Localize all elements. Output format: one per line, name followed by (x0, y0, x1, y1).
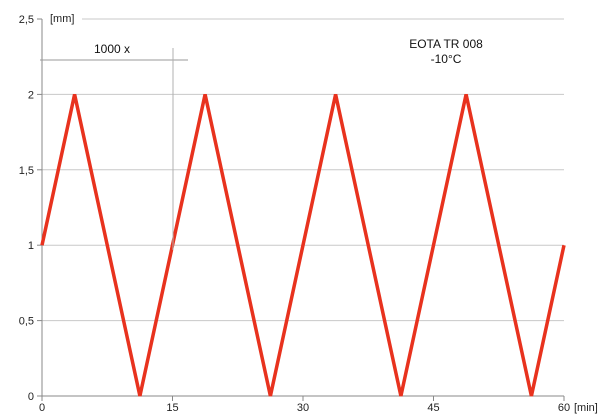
y-tick-label: 2 (28, 89, 34, 101)
grid-lines (42, 18, 564, 322)
axes (37, 18, 565, 401)
y-axis-unit-label: [mm] (50, 13, 74, 25)
y-tick-label: 0,5 (19, 316, 34, 328)
x-tick-label: 45 (427, 402, 439, 414)
scale-annotation-text: 1000 x (94, 42, 130, 56)
scale-annotation: 1000 x (40, 42, 188, 250)
x-tick-label: 60 (558, 402, 570, 414)
tick-labels: 0 0,5 1 1,5 2 2,5 0 15 30 45 60 (19, 14, 570, 414)
test-condition-annotation: EOTA TR 008 -10°C (409, 37, 483, 66)
x-axis-unit-label: [min] (574, 402, 598, 414)
y-tick-label: 2,5 (19, 14, 34, 26)
standard-label: EOTA TR 008 (409, 37, 483, 51)
series-layer (40, 94, 566, 397)
x-tick-label: 0 (39, 402, 45, 414)
temperature-label: -10°C (431, 52, 462, 66)
y-tick-label: 1 (28, 240, 34, 252)
y-tick-label: 1,5 (19, 165, 34, 177)
y-tick-label: 0 (28, 391, 34, 403)
x-tick-label: 30 (297, 402, 309, 414)
series-line (40, 94, 566, 397)
x-tick-label: 15 (166, 402, 178, 414)
